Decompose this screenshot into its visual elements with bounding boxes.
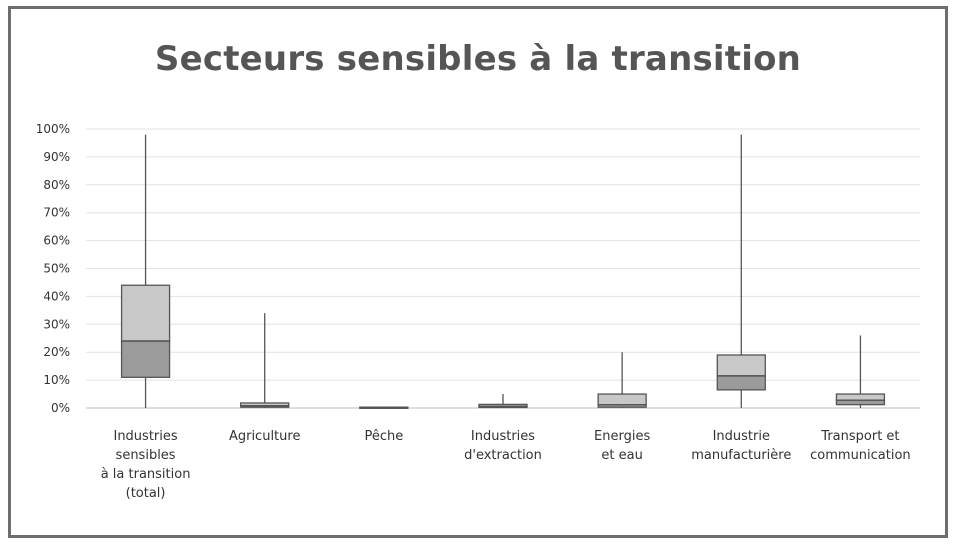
box-upper	[716, 354, 766, 377]
y-axis: 0% 10% 20% 30% 40% 50% 60% 70% 80% 90% 100%	[36, 122, 70, 415]
boxes	[120, 134, 886, 409]
chart-frame: Secteurs sensibles à la transition	[8, 6, 948, 538]
box-1	[240, 313, 290, 408]
y-tick-label: 60%	[43, 234, 70, 248]
y-tick-label: 10%	[43, 373, 70, 387]
box-6	[835, 335, 886, 408]
box-5	[716, 134, 766, 408]
chart-title: Secteurs sensibles à la transition	[154, 39, 802, 79]
box-lower	[120, 340, 171, 378]
x-category-label: sensibles	[116, 448, 176, 463]
box-lower	[835, 399, 886, 406]
x-category-label: communication	[810, 448, 911, 463]
box-3	[478, 394, 528, 409]
y-tick-label: 50%	[43, 262, 70, 276]
x-category-label: à la transition	[101, 467, 191, 482]
x-category-label: Pêche	[364, 429, 403, 444]
box-upper	[597, 393, 647, 406]
x-category-label: manufacturière	[691, 448, 791, 463]
box-2	[359, 406, 409, 409]
x-category-label: Industries	[113, 429, 177, 444]
x-category-label: Industries	[471, 429, 535, 444]
box-upper	[120, 284, 171, 342]
gridlines	[86, 128, 920, 409]
x-category-label: Energies	[594, 429, 650, 444]
x-category-label: (total)	[126, 486, 166, 501]
box-0	[120, 134, 171, 408]
y-tick-label: 30%	[43, 317, 70, 331]
x-category-label: Agriculture	[229, 429, 301, 444]
y-tick-label: 80%	[43, 178, 70, 192]
box-4	[597, 352, 647, 408]
y-tick-label: 100%	[36, 122, 70, 136]
x-axis: Industries sensibles à la transition (total…	[101, 429, 911, 501]
x-category-label: d'extraction	[464, 448, 542, 463]
box-lower	[716, 375, 766, 391]
x-category-label: et eau	[601, 448, 642, 463]
y-tick-label: 70%	[43, 206, 70, 220]
box-upper	[835, 393, 886, 401]
y-tick-label: 0%	[51, 401, 70, 415]
y-tick-label: 20%	[43, 345, 70, 359]
x-category-label: Transport et	[820, 429, 899, 444]
x-category-label: Industrie	[713, 429, 770, 444]
y-tick-label: 90%	[43, 150, 70, 164]
y-tick-label: 40%	[43, 289, 70, 303]
